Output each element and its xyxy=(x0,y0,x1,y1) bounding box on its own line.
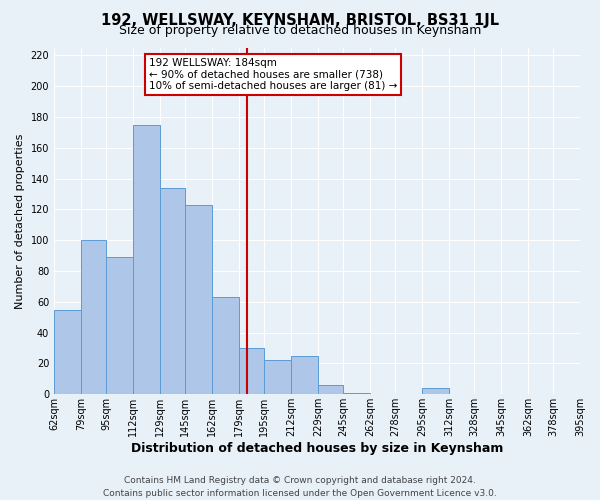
Text: Size of property relative to detached houses in Keynsham: Size of property relative to detached ho… xyxy=(119,24,481,37)
Bar xyxy=(422,388,449,394)
Bar xyxy=(185,204,212,394)
Text: Contains HM Land Registry data © Crown copyright and database right 2024.
Contai: Contains HM Land Registry data © Crown c… xyxy=(103,476,497,498)
Bar xyxy=(264,360,291,394)
Bar xyxy=(212,297,239,394)
Bar xyxy=(343,393,370,394)
Y-axis label: Number of detached properties: Number of detached properties xyxy=(15,133,25,308)
Bar xyxy=(239,348,264,395)
Bar xyxy=(160,188,185,394)
Bar xyxy=(133,124,160,394)
X-axis label: Distribution of detached houses by size in Keynsham: Distribution of detached houses by size … xyxy=(131,442,503,455)
Bar xyxy=(106,257,133,394)
Bar xyxy=(81,240,106,394)
Bar xyxy=(54,310,81,394)
Text: 192, WELLSWAY, KEYNSHAM, BRISTOL, BS31 1JL: 192, WELLSWAY, KEYNSHAM, BRISTOL, BS31 1… xyxy=(101,12,499,28)
Bar xyxy=(318,385,343,394)
Bar xyxy=(291,356,318,395)
Text: 192 WELLSWAY: 184sqm
← 90% of detached houses are smaller (738)
10% of semi-deta: 192 WELLSWAY: 184sqm ← 90% of detached h… xyxy=(149,58,397,91)
